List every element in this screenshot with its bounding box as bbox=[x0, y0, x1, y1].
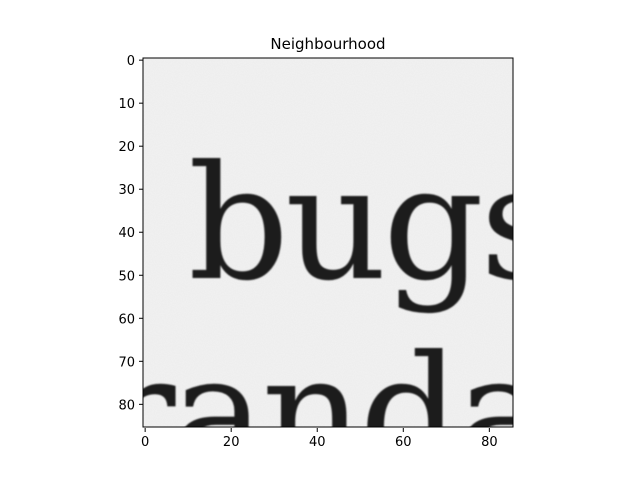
axes-frame bbox=[142, 57, 514, 428]
scanned-text: bugs randal bbox=[100, 132, 593, 480]
y-tick-label: 30 bbox=[118, 183, 135, 198]
y-tick-label: 60 bbox=[118, 312, 135, 327]
x-tick-label: 40 bbox=[309, 435, 326, 450]
x-axis: 0 20 40 60 80 bbox=[141, 428, 498, 450]
paper-texture bbox=[143, 58, 513, 427]
x-tick-label: 20 bbox=[223, 435, 240, 450]
x-tick-label: 60 bbox=[395, 435, 412, 450]
y-axis: 0 10 20 30 40 50 60 70 80 bbox=[118, 54, 143, 413]
y-tick-label: 50 bbox=[118, 269, 135, 284]
y-tick-label: 10 bbox=[118, 97, 135, 112]
y-tick-label: 0 bbox=[127, 54, 135, 69]
x-tick-label: 0 bbox=[141, 435, 149, 450]
x-tick-label: 80 bbox=[481, 435, 498, 450]
y-tick-label: 80 bbox=[118, 398, 135, 413]
y-tick-label: 20 bbox=[118, 140, 135, 155]
y-tick-label: 40 bbox=[118, 226, 135, 241]
y-tick-label: 70 bbox=[118, 355, 135, 370]
word-randal: randal bbox=[100, 322, 593, 480]
word-bugs: bugs bbox=[188, 132, 557, 316]
image-panel: bugs randal bbox=[100, 58, 593, 480]
plot-title: Neighbourhood bbox=[270, 35, 385, 53]
